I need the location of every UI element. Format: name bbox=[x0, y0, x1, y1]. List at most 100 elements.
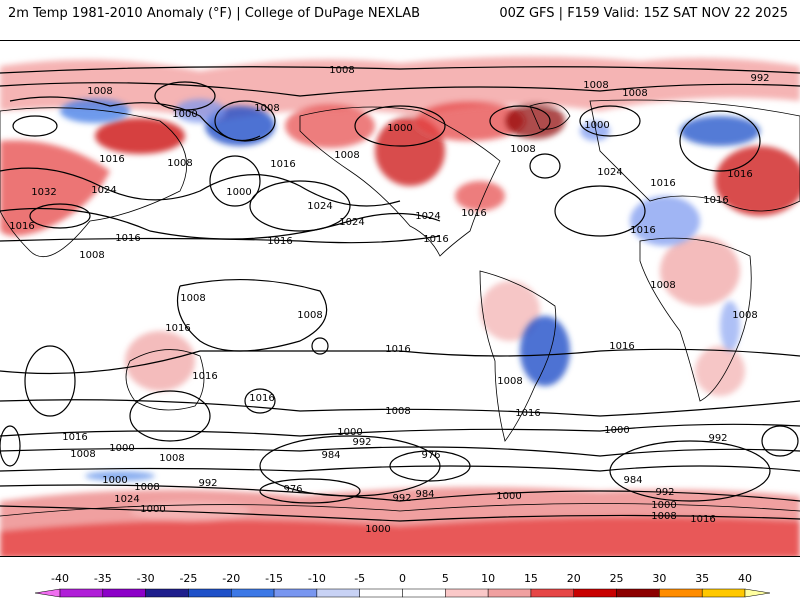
isobar-label: 1016 bbox=[115, 233, 140, 244]
colorbar-swatch bbox=[316, 588, 360, 598]
isobar-label: 1032 bbox=[31, 187, 56, 198]
colorbar-arrow-high bbox=[744, 588, 771, 598]
isobar-label: 984 bbox=[321, 450, 340, 461]
isobar-label: 1016 bbox=[515, 408, 540, 419]
isobar-label: 1016 bbox=[727, 169, 752, 180]
isobar-label: 1008 bbox=[510, 144, 535, 155]
eurasia-outline bbox=[589, 99, 800, 212]
isobar-label: 1016 bbox=[62, 432, 87, 443]
isobar-label: 1008 bbox=[385, 406, 410, 417]
isobar-label: 1000 bbox=[102, 475, 127, 486]
isobar-label: 984 bbox=[623, 475, 642, 486]
colorbar-swatch bbox=[231, 588, 275, 598]
isobar-label: 1016 bbox=[249, 393, 274, 404]
isobar-label: 1024 bbox=[307, 201, 332, 212]
colorbar-tick-label: -40 bbox=[51, 572, 69, 585]
isobar-label: 1008 bbox=[159, 453, 184, 464]
colorbar-swatch bbox=[701, 588, 746, 598]
isobar-label: 1000 bbox=[109, 443, 134, 454]
isobar-label: 1024 bbox=[597, 167, 622, 178]
isobar-label: 1016 bbox=[609, 341, 634, 352]
colorbar-tick-label: -10 bbox=[308, 572, 326, 585]
colorbar-tick-label: 15 bbox=[524, 572, 538, 585]
isobar-label: 992 bbox=[198, 478, 217, 489]
isobar-label: 1008 bbox=[254, 103, 279, 114]
colorbar-tick-label: 20 bbox=[567, 572, 581, 585]
isobar-label: 984 bbox=[415, 489, 434, 500]
colorbar-ticks: -40 -35 -30 -25 -20 -15 -10 -5 0 5 10 15 20 25 30 35 40 bbox=[51, 572, 752, 585]
isobar-label: 1024 bbox=[114, 494, 139, 505]
isobar-label: 976 bbox=[421, 450, 440, 461]
isobar-label: 1016 bbox=[461, 208, 486, 219]
colorbar: -40 -35 -30 -25 -20 -15 -10 -5 0 5 10 15 20 25 30 35 40 bbox=[0, 562, 800, 600]
south-america-outline bbox=[479, 270, 557, 442]
colorbar-tick-label: 35 bbox=[695, 572, 709, 585]
isobar-label: 1008 bbox=[650, 280, 675, 291]
isobar-label: 1016 bbox=[703, 195, 728, 206]
colorbar-swatch bbox=[59, 588, 104, 598]
colorbar-tick-label: -15 bbox=[265, 572, 283, 585]
colorbar-swatch bbox=[487, 588, 532, 598]
isobar-label: 1000 bbox=[496, 491, 521, 502]
africa-outline bbox=[639, 237, 752, 402]
isobar-label: 1008 bbox=[87, 86, 112, 97]
colorbar-swatch bbox=[530, 588, 574, 598]
colorbar-swatches bbox=[34, 588, 771, 598]
isobar-label: 992 bbox=[708, 433, 727, 444]
colorbar-scale: -40 -35 -30 -25 -20 -15 -10 -5 0 5 10 15 20 25 30 35 40 bbox=[34, 572, 771, 598]
isobar-label: 1008 bbox=[583, 80, 608, 91]
colorbar-tick-label: 40 bbox=[738, 572, 752, 585]
colorbar-tick-label: -25 bbox=[179, 572, 197, 585]
isobar-label: 1000 bbox=[140, 504, 165, 515]
isobar-label: 1000 bbox=[365, 524, 390, 535]
isobar-label: 1000 bbox=[387, 123, 412, 134]
colorbar-swatch bbox=[145, 588, 189, 598]
isobar-label: 1024 bbox=[415, 211, 440, 222]
colorbar-swatch bbox=[616, 588, 660, 598]
isobar-label: 1016 bbox=[630, 225, 655, 236]
colorbar-tick-label: -20 bbox=[222, 572, 240, 585]
continent-outlines bbox=[0, 99, 800, 517]
isobar-label: 1016 bbox=[192, 371, 217, 382]
isobar-label: 976 bbox=[283, 484, 302, 495]
australia-outline bbox=[125, 349, 205, 411]
anomaly-map[interactable]: 1008 1008 1008 1008 992 1000 1008 1000 1… bbox=[0, 40, 800, 557]
map-title: 2m Temp 1981-2010 Anomaly (°F) | College… bbox=[8, 6, 421, 21]
isobar-label: 1008 bbox=[79, 250, 104, 261]
isobar-label: 1000 bbox=[226, 187, 251, 198]
colorbar-tick-label: 0 bbox=[399, 572, 406, 585]
colorbar-tick-label: 25 bbox=[610, 572, 624, 585]
isobar-label: 1016 bbox=[690, 514, 715, 525]
map-canvas: 1008 1008 1008 1008 992 1000 1008 1000 1… bbox=[0, 41, 800, 556]
isobar-label: 1016 bbox=[423, 234, 448, 245]
antarctica-outline bbox=[0, 503, 800, 517]
isobar-label: 1000 bbox=[651, 500, 676, 511]
colorbar-swatch bbox=[359, 588, 403, 598]
colorbar-swatch bbox=[573, 588, 617, 598]
isobar-label: 1016 bbox=[270, 159, 295, 170]
isobar-labels: 1008 1008 1008 1008 992 1000 1008 1000 1… bbox=[9, 65, 769, 535]
isobar-label: 1008 bbox=[329, 65, 354, 76]
isobar-label: 1008 bbox=[651, 511, 676, 522]
isobar-label: 1008 bbox=[70, 449, 95, 460]
isobar-label: 1016 bbox=[99, 154, 124, 165]
colorbar-swatch bbox=[273, 588, 318, 598]
isobar-label: 992 bbox=[352, 437, 371, 448]
isobar-label: 1000 bbox=[604, 425, 629, 436]
isobar-label: 1008 bbox=[497, 376, 522, 387]
greenland-outline bbox=[529, 102, 571, 130]
isobar-label: 1008 bbox=[622, 88, 647, 99]
isobar-label: 1008 bbox=[732, 310, 757, 321]
isobar-contours bbox=[0, 66, 800, 522]
isobar-label: 1016 bbox=[9, 221, 34, 232]
colorbar-swatch bbox=[188, 588, 232, 598]
north-america-outline bbox=[299, 106, 501, 257]
isobar-label: 1008 bbox=[297, 310, 322, 321]
isobar-label: 1016 bbox=[385, 344, 410, 355]
isobar-label: 1008 bbox=[167, 158, 192, 169]
model-valid-time: 00Z GFS | F159 Valid: 15Z SAT NOV 22 202… bbox=[499, 6, 788, 21]
colorbar-swatch bbox=[445, 588, 489, 598]
colorbar-tick-label: -5 bbox=[354, 572, 365, 585]
colorbar-tick-label: -35 bbox=[94, 572, 112, 585]
asia-outline bbox=[0, 107, 187, 258]
